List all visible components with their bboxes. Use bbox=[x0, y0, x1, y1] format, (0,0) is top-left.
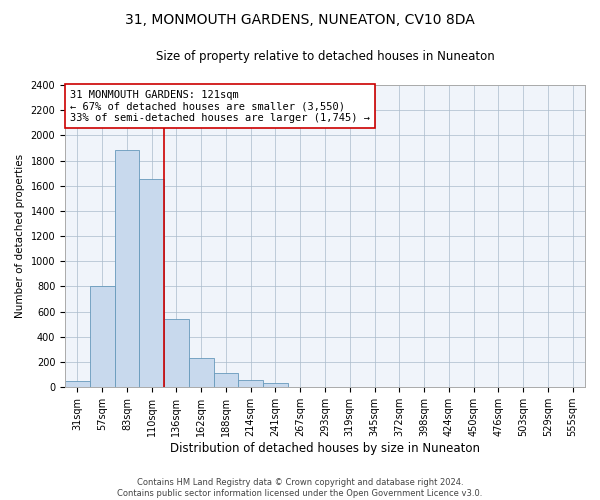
Bar bbox=[189, 358, 214, 387]
Y-axis label: Number of detached properties: Number of detached properties bbox=[15, 154, 25, 318]
Text: 31, MONMOUTH GARDENS, NUNEATON, CV10 8DA: 31, MONMOUTH GARDENS, NUNEATON, CV10 8DA bbox=[125, 12, 475, 26]
Bar bbox=[90, 286, 115, 387]
X-axis label: Distribution of detached houses by size in Nuneaton: Distribution of detached houses by size … bbox=[170, 442, 480, 455]
Bar bbox=[263, 384, 288, 387]
Bar bbox=[115, 150, 139, 387]
Bar bbox=[139, 180, 164, 387]
Title: Size of property relative to detached houses in Nuneaton: Size of property relative to detached ho… bbox=[155, 50, 494, 63]
Bar bbox=[214, 374, 238, 387]
Text: 31 MONMOUTH GARDENS: 121sqm
← 67% of detached houses are smaller (3,550)
33% of : 31 MONMOUTH GARDENS: 121sqm ← 67% of det… bbox=[70, 90, 370, 122]
Text: Contains HM Land Registry data © Crown copyright and database right 2024.
Contai: Contains HM Land Registry data © Crown c… bbox=[118, 478, 482, 498]
Bar bbox=[164, 319, 189, 387]
Bar bbox=[65, 381, 90, 387]
Bar bbox=[238, 380, 263, 387]
